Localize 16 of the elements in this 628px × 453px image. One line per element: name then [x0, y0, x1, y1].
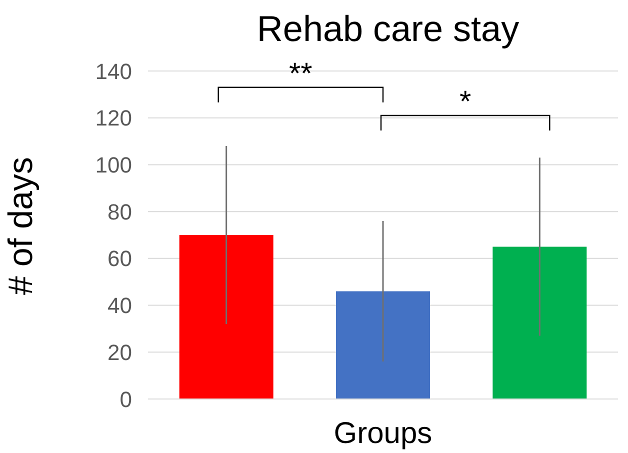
y-tick-label: 60	[108, 246, 132, 272]
annotation: *	[459, 86, 472, 119]
y-axis-title: # of days	[2, 157, 40, 295]
annotation: **	[288, 57, 313, 90]
chart-title: Rehab care stay	[256, 8, 520, 50]
y-tick-label: 100	[95, 152, 132, 178]
x-axis-title: Groups	[334, 417, 432, 450]
y-tick-label: 20	[108, 340, 132, 365]
y-tick-label: 40	[108, 293, 132, 318]
bar	[179, 235, 274, 399]
bar	[492, 246, 587, 399]
y-tick-label: 0	[120, 386, 132, 412]
bar	[336, 291, 430, 399]
y-tick-label: 120	[95, 106, 132, 131]
y-tick-label: 140	[95, 58, 132, 84]
y-tick-label: 80	[108, 199, 132, 224]
